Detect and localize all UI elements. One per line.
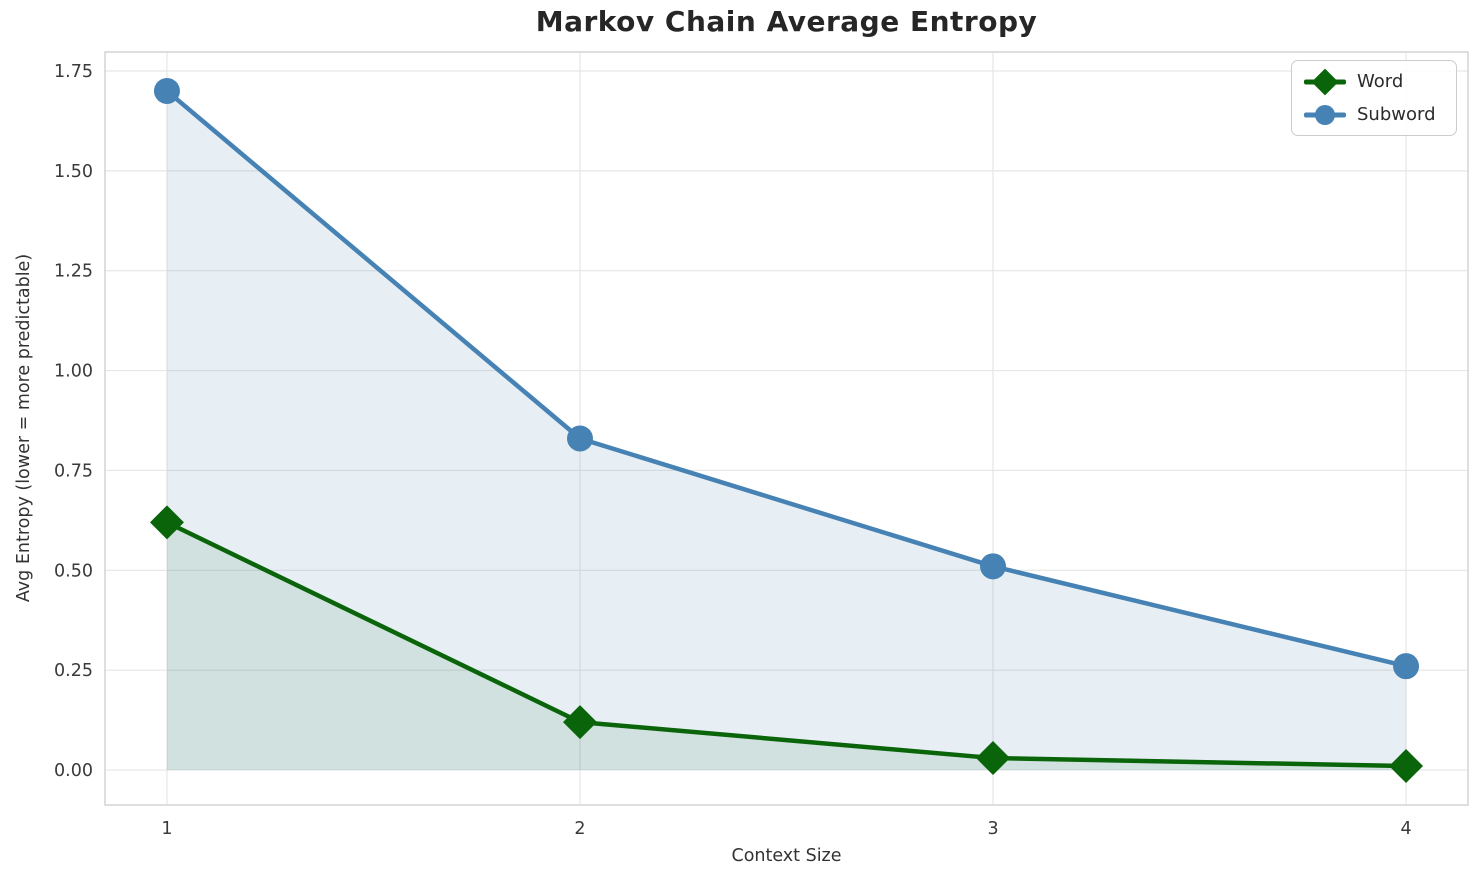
- word-marker: [976, 741, 1011, 776]
- word-marker: [149, 505, 184, 540]
- legend-label-word: Word: [1357, 71, 1404, 92]
- y-tick-label: 0.75: [54, 461, 93, 481]
- subword-marker: [153, 77, 180, 104]
- subword-fill-area: [166, 90, 1407, 771]
- x-axis-label: Context Size: [731, 846, 842, 866]
- subword-line: [164, 88, 1409, 669]
- subword-marker: [566, 425, 593, 452]
- word-marker: [562, 705, 597, 740]
- y-tick-label: 0.00: [54, 761, 93, 781]
- y-tick-label: 1.50: [54, 162, 93, 182]
- y-tick-label: 0.25: [54, 661, 93, 681]
- word-line-marker-sample: [1304, 67, 1346, 96]
- x-tick-label: 1: [161, 819, 172, 839]
- subword-line-marker-sample: [1304, 100, 1346, 129]
- legend-label-subword: Subword: [1357, 104, 1436, 125]
- word-fill-area: [166, 522, 1407, 771]
- legend-item-word: Word: [1304, 67, 1444, 96]
- x-tick-label: 2: [574, 819, 585, 839]
- legend: Word Subword: [1291, 60, 1457, 136]
- y-tick-label: 1.00: [54, 362, 93, 382]
- y-tick-label: 0.50: [54, 561, 93, 581]
- axes-spines: [104, 51, 1469, 806]
- chart-title: Markov Chain Average Entropy: [535, 5, 1038, 38]
- x-tick-label: 3: [987, 819, 998, 839]
- circle-marker-icon: [1315, 104, 1335, 125]
- x-tick-label: 4: [1400, 819, 1411, 839]
- subword-marker: [1393, 653, 1420, 680]
- y-tick-label: 1.75: [54, 62, 93, 82]
- subword-marker: [980, 553, 1007, 580]
- word-marker: [1389, 749, 1424, 784]
- diamond-marker-icon: [1311, 68, 1339, 95]
- y-tick-label: 1.25: [54, 262, 93, 282]
- legend-item-subword: Subword: [1304, 100, 1444, 129]
- y-axis-label: Avg Entropy (lower = more predictable): [14, 253, 34, 603]
- word-line: [164, 520, 1409, 769]
